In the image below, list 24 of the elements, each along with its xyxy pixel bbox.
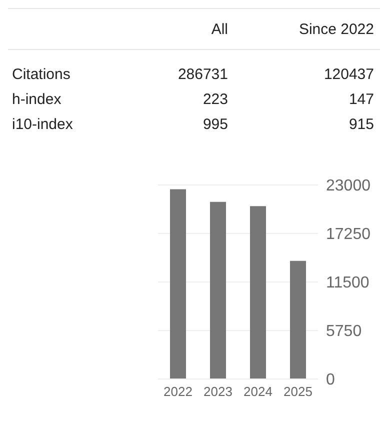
data-label: 120437 — [322, 66, 375, 83]
category-label: Citations — [11, 66, 72, 83]
data-label: 915 — [348, 116, 375, 133]
x-tick-label: 2023 — [204, 384, 232, 400]
y-tick-label: 0 — [326, 372, 335, 389]
data-label: 147 — [348, 91, 375, 108]
x-tick-label: 2022 — [164, 384, 192, 400]
x-tick-label: 2024 — [244, 384, 272, 400]
bar — [290, 260, 306, 379]
x-tick-label: 2025 — [284, 384, 312, 400]
category-label: i10-index — [11, 116, 74, 133]
bar — [250, 206, 266, 379]
category-label: h-index — [11, 91, 62, 108]
y-tick-label: 17250 — [326, 226, 371, 244]
data-label: 995 — [202, 116, 229, 133]
bar — [170, 189, 186, 379]
y-tick-label: 5750 — [326, 323, 362, 340]
data-label: 286731 — [176, 66, 229, 83]
text: All — [210, 20, 229, 38]
data-label: 223 — [202, 91, 229, 108]
text: Since 2022 — [298, 20, 375, 38]
bar — [210, 202, 226, 379]
y-tick-label: 11500 — [326, 274, 370, 292]
y-tick-label: 23000 — [326, 178, 371, 195]
